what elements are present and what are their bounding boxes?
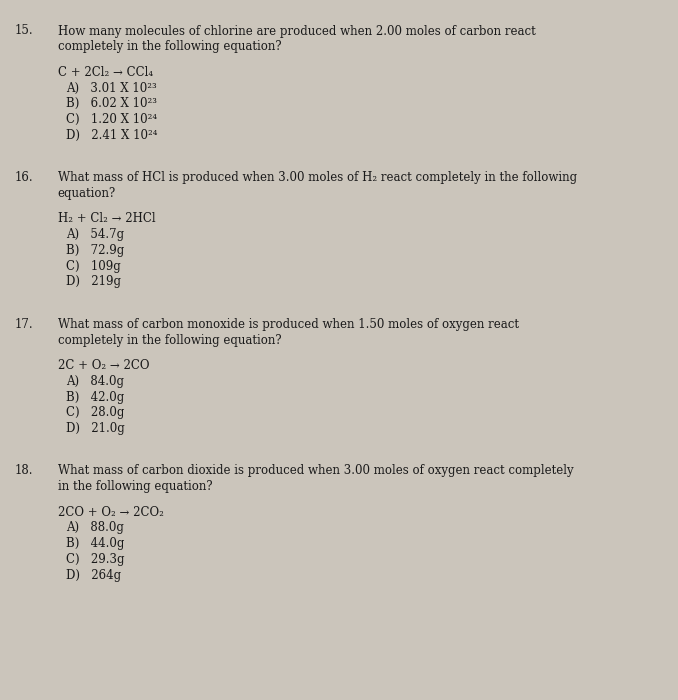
Text: 2CO + O₂ → 2CO₂: 2CO + O₂ → 2CO₂ [58, 505, 163, 519]
Text: equation?: equation? [58, 187, 116, 200]
Text: B)   44.0g: B) 44.0g [66, 537, 125, 550]
Text: in the following equation?: in the following equation? [58, 480, 212, 494]
Text: C)   109g: C) 109g [66, 260, 121, 273]
Text: 2C + O₂ → 2CO: 2C + O₂ → 2CO [58, 359, 149, 372]
Text: D)   264g: D) 264g [66, 568, 121, 582]
Text: A)   88.0g: A) 88.0g [66, 522, 124, 535]
Text: C)   28.0g: C) 28.0g [66, 406, 125, 419]
Text: A)   84.0g: A) 84.0g [66, 374, 125, 388]
Text: D)   2.41 X 10²⁴: D) 2.41 X 10²⁴ [66, 129, 158, 142]
Text: completely in the following equation?: completely in the following equation? [58, 40, 281, 53]
Text: H₂ + Cl₂ → 2HCl: H₂ + Cl₂ → 2HCl [58, 212, 155, 225]
Text: 16.: 16. [15, 171, 33, 184]
Text: A)   54.7g: A) 54.7g [66, 228, 125, 242]
Text: C)   29.3g: C) 29.3g [66, 553, 125, 566]
Text: completely in the following equation?: completely in the following equation? [58, 333, 281, 346]
Text: What mass of HCl is produced when 3.00 moles of H₂ react completely in the follo: What mass of HCl is produced when 3.00 m… [58, 171, 577, 184]
Text: B)   72.9g: B) 72.9g [66, 244, 125, 257]
Text: How many molecules of chlorine are produced when 2.00 moles of carbon react: How many molecules of chlorine are produ… [58, 25, 536, 38]
Text: C)   1.20 X 10²⁴: C) 1.20 X 10²⁴ [66, 113, 157, 126]
Text: A)   3.01 X 10²³: A) 3.01 X 10²³ [66, 82, 157, 94]
Text: 17.: 17. [15, 318, 33, 331]
Text: D)   21.0g: D) 21.0g [66, 422, 125, 435]
Text: D)   219g: D) 219g [66, 275, 121, 288]
Text: B)   6.02 X 10²³: B) 6.02 X 10²³ [66, 97, 157, 111]
Text: 18.: 18. [15, 464, 33, 477]
Text: What mass of carbon dioxide is produced when 3.00 moles of oxygen react complete: What mass of carbon dioxide is produced … [58, 464, 574, 477]
Text: B)   42.0g: B) 42.0g [66, 391, 125, 404]
Text: What mass of carbon monoxide is produced when 1.50 moles of oxygen react: What mass of carbon monoxide is produced… [58, 318, 519, 331]
Text: 15.: 15. [15, 25, 33, 38]
Text: C + 2Cl₂ → CCl₄: C + 2Cl₂ → CCl₄ [58, 66, 153, 79]
